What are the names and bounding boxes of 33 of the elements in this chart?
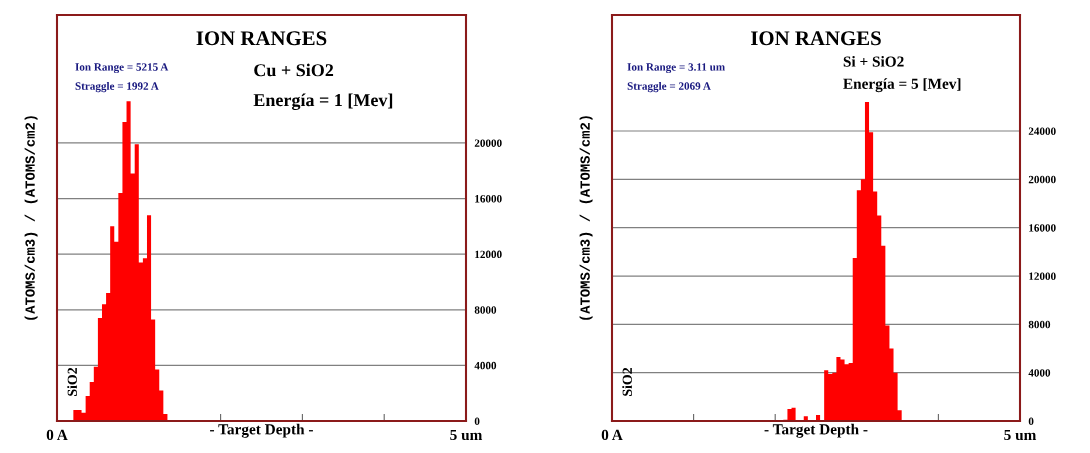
annotation: Ion Range = 5215 A	[75, 63, 169, 74]
y-tick-label: 4000	[474, 361, 497, 370]
annotation: Energía = 1 [Mev]	[253, 93, 393, 110]
annotation: Ion Range = 3.11 um	[627, 63, 725, 74]
x-tick-label: 0 A	[46, 429, 68, 441]
annotation: Straggle = 2069 A	[627, 81, 711, 93]
y-tick-label: 20000	[1028, 175, 1056, 184]
y-tick-label: 12000	[1029, 272, 1056, 280]
y-axis-title: (ATOMS/cm3) / (ATOMS/cm2)	[579, 116, 593, 320]
y-tick-label: 16000	[1029, 224, 1056, 232]
annotation: SiO2	[622, 367, 632, 396]
annotation: Cu + SiO2	[254, 63, 334, 77]
y-tick-label: 12000	[475, 250, 502, 259]
y-tick-label: 8000	[1028, 320, 1051, 329]
annotation: SiO2	[67, 367, 77, 396]
y-tick-label: 4000	[1028, 369, 1051, 377]
x-axis-title: - Target Depth -	[764, 423, 868, 438]
y-tick-label: 0	[1028, 417, 1034, 425]
x-tick-label: 5 um	[450, 429, 483, 441]
y-tick-label: 0	[474, 417, 480, 425]
y-axis-title: (ATOMS/cm3) / (ATOMS/cm2)	[24, 116, 38, 320]
y-tick-label: 8000	[474, 306, 497, 314]
x-tick-label: 0 A	[601, 429, 623, 441]
annotation: Si + SiO2	[843, 55, 904, 67]
y-tick-label: 20000	[474, 139, 502, 147]
text: ION RANGES	[196, 31, 327, 46]
y-tick-label: 24000	[1028, 127, 1056, 135]
annotation: Straggle = 1992 A	[75, 81, 159, 93]
x-axis-title: - Target Depth -	[210, 423, 313, 438]
x-tick-label: 5 um	[1004, 429, 1037, 441]
annotation: Energía = 5 [Mev]	[843, 78, 961, 93]
y-tick-label: 16000	[475, 195, 502, 203]
text: ION RANGES	[751, 31, 881, 46]
